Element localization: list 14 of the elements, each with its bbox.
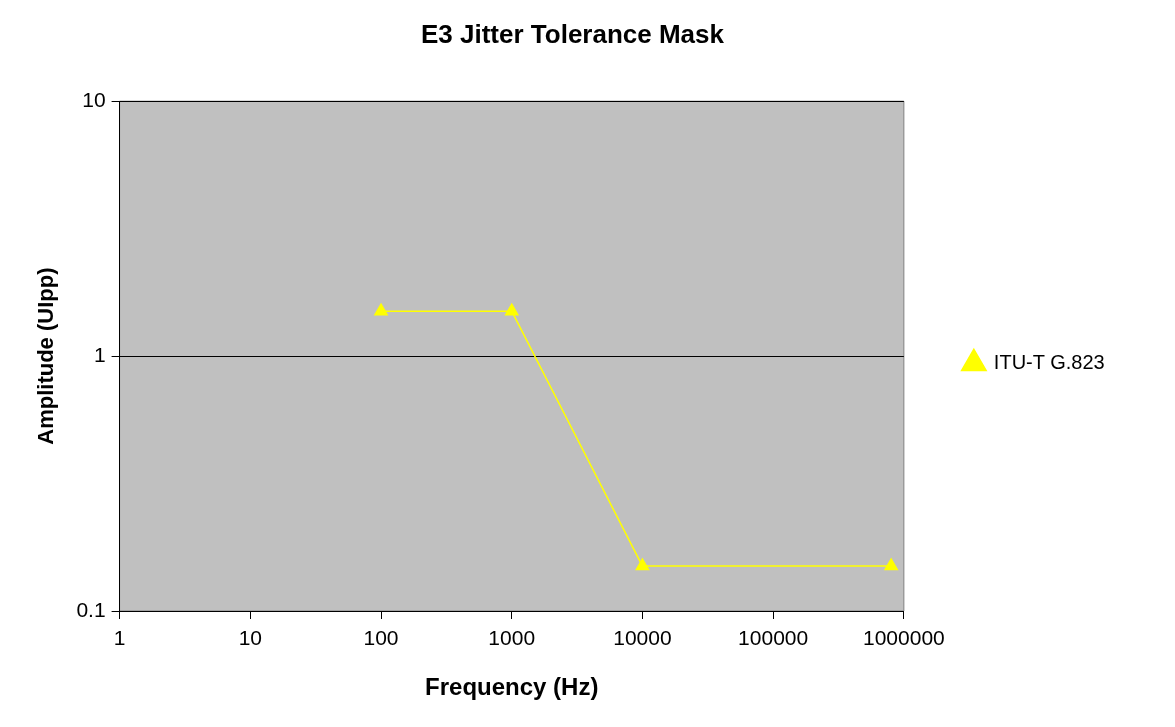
x-tick-label: 100 (363, 626, 399, 650)
y-tick-label: 10 (82, 88, 106, 111)
x-tick-label: 100000 (738, 626, 809, 650)
y-tick-label: 1 (93, 342, 106, 366)
x-tick-label: 10000 (613, 626, 672, 650)
y-tick-label: 0.1 (76, 597, 106, 621)
y-axis-title: Amplitude (UIpp) (33, 267, 59, 445)
legend-label: ITU-T G.823 (993, 351, 1105, 374)
chart-title: E3 Jitter Tolerance Mask (421, 18, 725, 49)
x-tick-label: 1000 (488, 626, 536, 650)
x-tick-label: 10 (238, 626, 262, 650)
x-axis-title: Frequency (Hz) (425, 673, 599, 701)
x-tick-label: 1 (113, 626, 126, 650)
x-tick-label: 1000000 (862, 626, 945, 650)
